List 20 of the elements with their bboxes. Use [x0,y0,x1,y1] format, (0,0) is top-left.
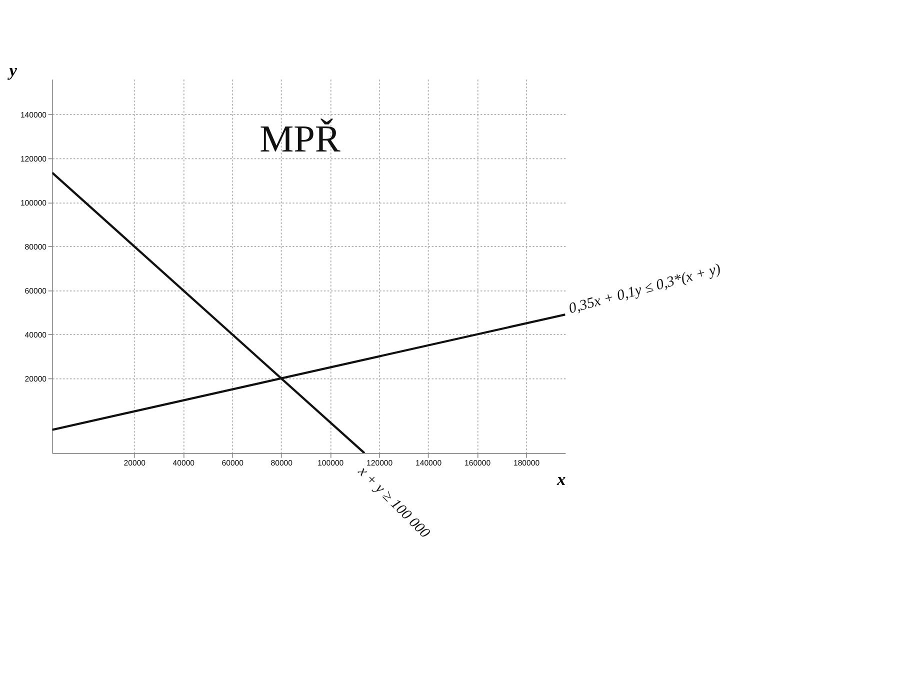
x-tick-label: 140000 [416,458,442,468]
y-tick-label: 60000 [24,286,48,296]
y-tick-label: 100000 [20,198,48,208]
y-tick-label: 120000 [20,154,48,164]
y-tick-label: 20000 [24,374,48,384]
y-tick-label: 40000 [24,330,48,340]
x-tick-label: 120000 [366,458,394,468]
y-tick-label: 80000 [24,242,48,252]
y-axis-title: y [7,61,18,80]
x-tick-label: 40000 [172,458,196,468]
x-tick-label: 160000 [464,458,492,468]
x-axis-title: x [556,470,566,489]
x-tick-label: 100000 [318,458,344,468]
annotation: 0,35x + 0,1y ≤ 0,3*(x + y) [567,261,722,318]
x-tick-label: 80000 [270,458,294,468]
x-tick-label: 180000 [513,458,540,468]
x-tick-label: 20000 [124,458,146,468]
annotation: MPŘ [260,118,341,160]
y-tick-label: 140000 [20,110,48,120]
x-tick-label: 60000 [222,458,244,468]
